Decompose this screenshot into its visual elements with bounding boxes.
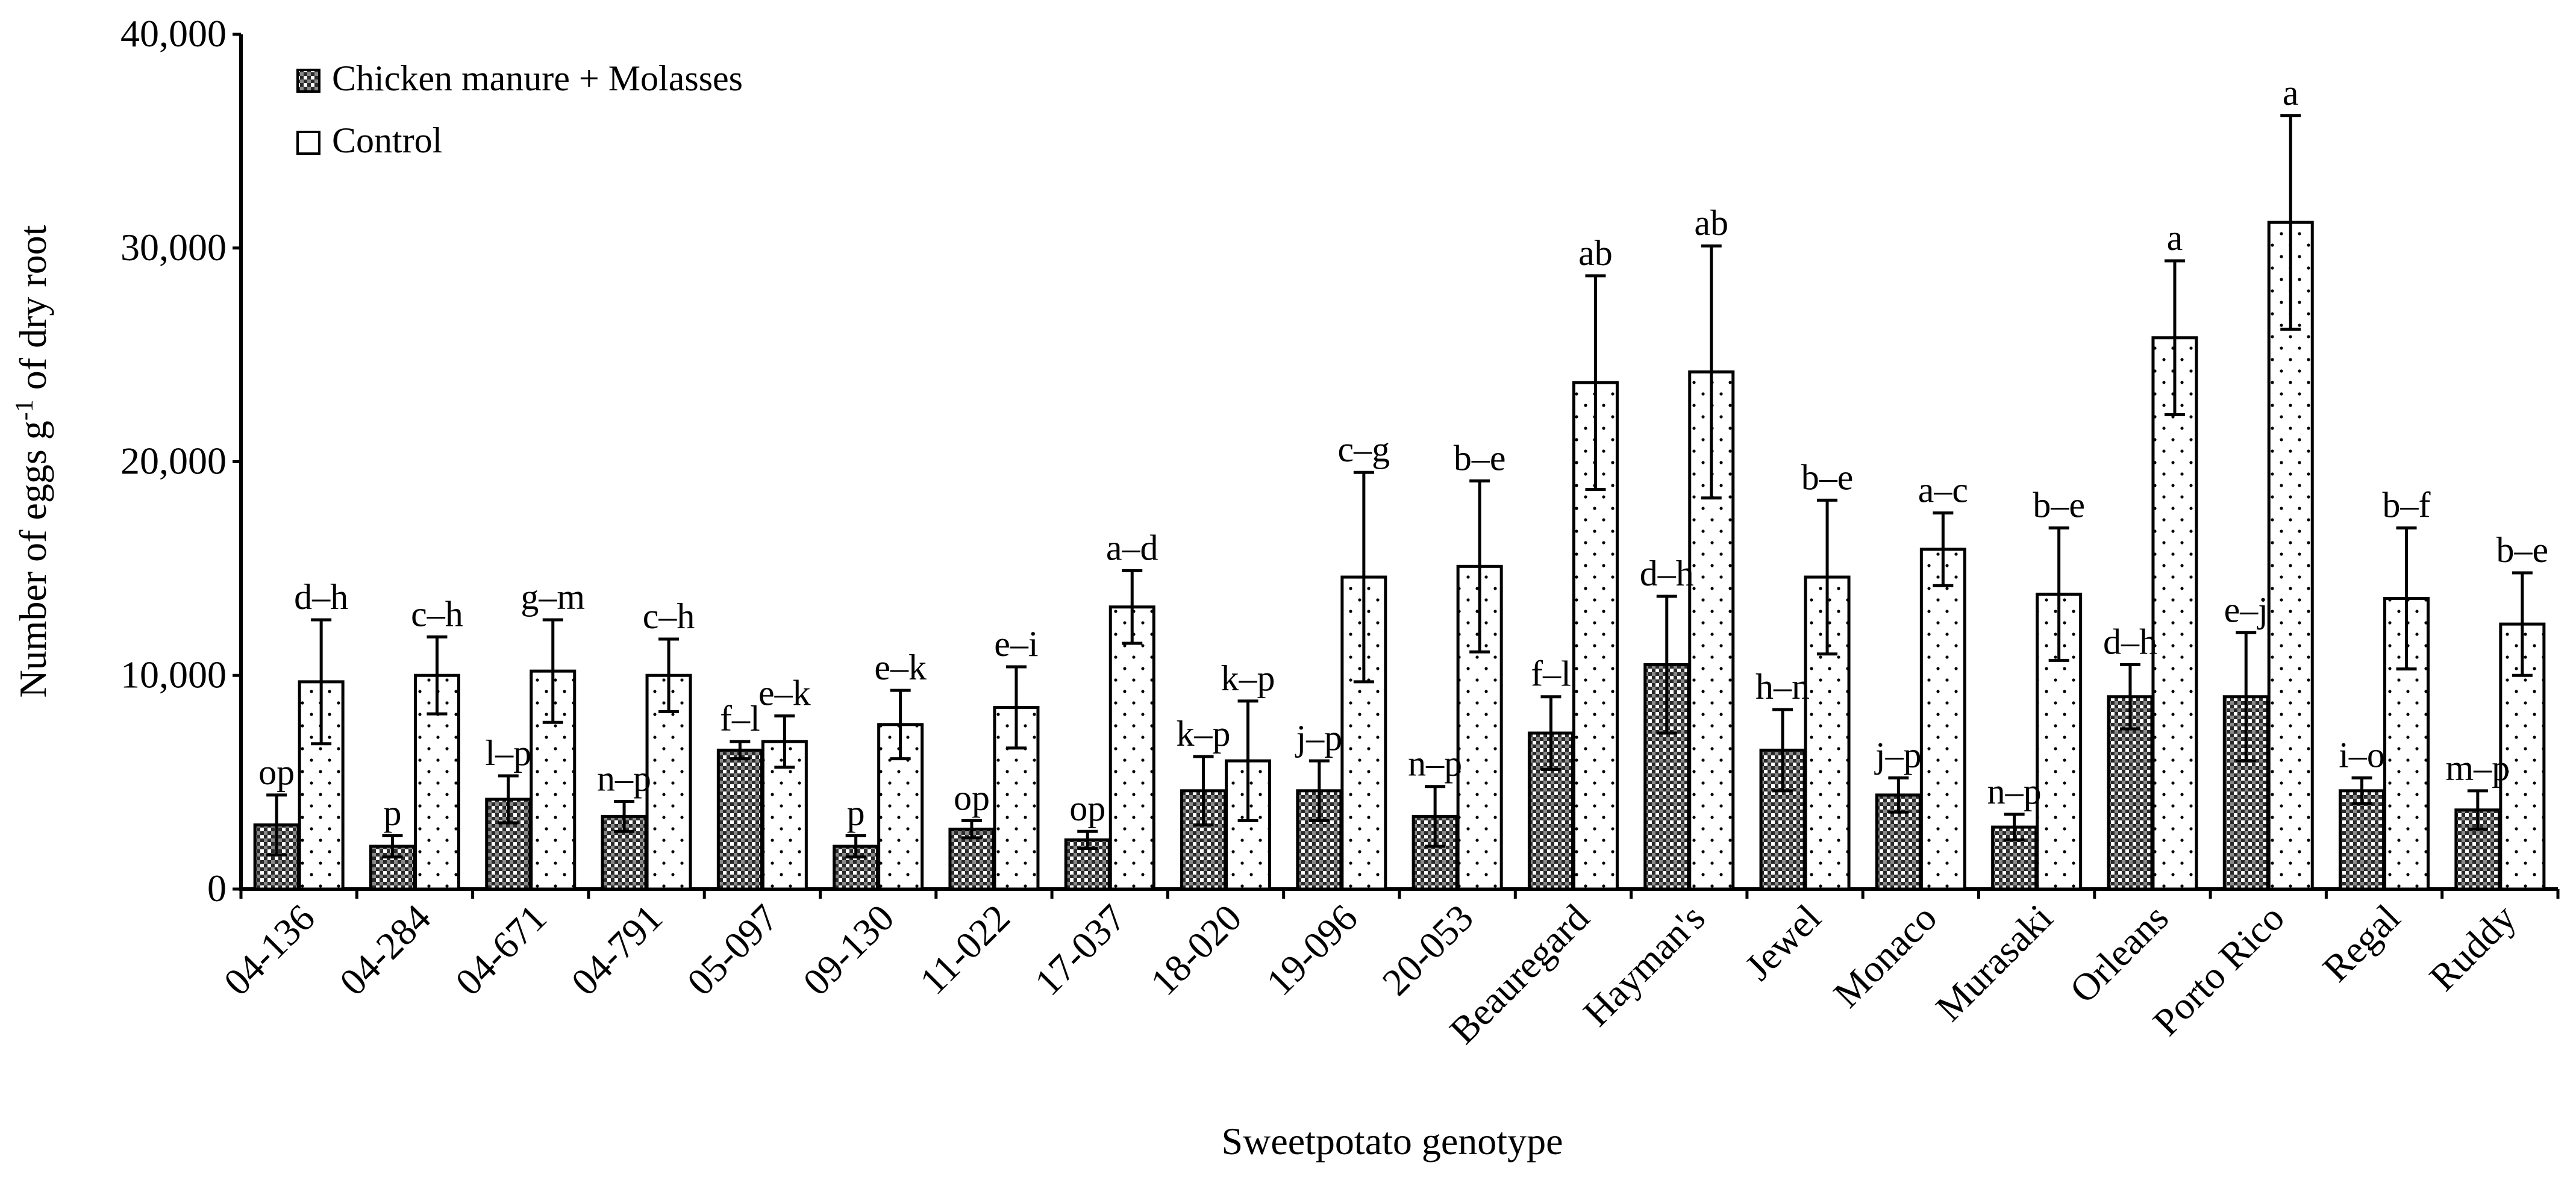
significance-letter: ab xyxy=(1694,203,1728,243)
significance-letter: d–h xyxy=(1640,554,1694,593)
legend-label-chicken-manure: Chicken manure + Molasses xyxy=(332,58,743,98)
significance-letter: c–h xyxy=(411,594,463,634)
bar-control xyxy=(1919,548,1966,891)
significance-letter: n–p xyxy=(1987,772,2042,811)
significance-letter: f–l xyxy=(720,699,760,738)
significance-letters: opd–hpc–hl–pg–mn–pc–hf–le–kpe–kope–iopa–… xyxy=(258,73,2548,833)
significance-letter: op xyxy=(954,778,990,817)
significance-letter: c–h xyxy=(643,596,695,636)
bar-control xyxy=(2151,336,2198,891)
significance-letter: p xyxy=(383,793,401,832)
error-bars xyxy=(266,114,2533,859)
significance-letter: g–m xyxy=(521,577,585,617)
x-tick-label: 19-096 xyxy=(1258,896,1365,1004)
bar-control xyxy=(2267,220,2314,891)
significance-letter: b–e xyxy=(2033,485,2085,525)
significance-letter: a xyxy=(2283,73,2299,113)
bar-chicken-manure xyxy=(2339,789,2386,891)
y-axis-title: Number of eggs g-1 of dry root xyxy=(11,225,54,698)
x-tick-label: 11-022 xyxy=(911,896,1018,1003)
y-axis-title-superscript: -1 xyxy=(11,399,39,420)
x-tick-label: Monaco xyxy=(1825,896,1945,1016)
significance-letter: e–k xyxy=(874,648,927,687)
x-tick-label: Hayman's xyxy=(1575,896,1713,1034)
y-tick-label: 20,000 xyxy=(120,440,227,482)
significance-letter: j–p xyxy=(1295,718,1343,758)
y-tick-label: 30,000 xyxy=(120,226,227,269)
y-tick-label: 10,000 xyxy=(120,653,227,696)
x-tick-label: 17-037 xyxy=(1027,896,1134,1004)
significance-letter: c–g xyxy=(1338,429,1390,469)
x-tick-label: 04-136 xyxy=(216,896,323,1004)
significance-letter: e–k xyxy=(758,673,811,713)
x-tick-label: 09-130 xyxy=(795,896,902,1004)
y-ticks: 0 10,000 20,000 30,000 40,000 xyxy=(120,12,241,910)
x-tick-label: Murasaki xyxy=(1927,896,2060,1029)
y-axis-title-tail: of dry root xyxy=(11,225,54,399)
x-tick-label: Ruddy xyxy=(2421,896,2524,999)
significance-letter: n–p xyxy=(1408,744,1462,784)
significance-letter: a xyxy=(2167,218,2183,258)
significance-letter: l–p xyxy=(485,733,531,773)
significance-letter: k–p xyxy=(1221,658,1275,698)
significance-letter: d–h xyxy=(294,577,348,617)
significance-letter: op xyxy=(1069,788,1105,828)
significance-letter: k–p xyxy=(1177,714,1231,754)
bar-control xyxy=(2036,592,2083,891)
bars xyxy=(253,220,2546,891)
legend: Chicken manure + Molasses Control xyxy=(296,58,743,160)
x-tick-label: 18-020 xyxy=(1142,896,1249,1004)
x-tick-label: 04-671 xyxy=(447,896,554,1004)
significance-letter: ab xyxy=(1578,233,1613,273)
significance-letter: e–i xyxy=(994,624,1038,664)
legend-label-control: Control xyxy=(332,120,442,160)
significance-letter: b–f xyxy=(2383,485,2431,525)
y-tick-label: 0 xyxy=(207,867,227,910)
significance-letter: d–h xyxy=(2103,622,2157,662)
significance-letter: b–e xyxy=(1801,457,1854,497)
legend-swatch-control xyxy=(296,131,320,155)
x-tick-label: Orleans xyxy=(2062,896,2177,1011)
significance-letter: a–c xyxy=(1918,470,1968,510)
x-tick-labels: 04-136 04-284 04-671 04-791 05-097 09-130 11-0… xyxy=(216,896,2524,1052)
significance-letter: b–e xyxy=(1454,438,1506,478)
significance-letter: f–l xyxy=(1531,654,1571,694)
bar-chicken-manure xyxy=(716,748,763,891)
x-tick-label: 04-791 xyxy=(563,896,671,1004)
significance-letter: p xyxy=(847,793,865,832)
significance-letter: h–n xyxy=(1755,667,1810,707)
x-tick-label: 04-284 xyxy=(331,896,439,1004)
significance-letter: op xyxy=(258,752,295,792)
significance-letter: b–e xyxy=(2496,530,2549,570)
legend-swatch-chicken-manure xyxy=(296,69,320,93)
x-tick-label: 20-053 xyxy=(1374,896,1481,1004)
bar-control xyxy=(1108,605,1155,891)
x-tick-label: 05-097 xyxy=(679,896,786,1004)
significance-letter: m–p xyxy=(2446,748,2510,788)
x-tick-label: Jewel xyxy=(1737,896,1829,988)
significance-letter: a–d xyxy=(1106,528,1158,567)
significance-letter: e–j xyxy=(2224,590,2268,629)
x-ticks xyxy=(239,889,2560,899)
x-tick-label: Regal xyxy=(2315,896,2409,990)
y-tick-label: 40,000 xyxy=(120,12,227,55)
significance-letter: n–p xyxy=(597,759,651,799)
significance-letter: j–p xyxy=(1874,735,1922,775)
x-axis-title: Sweetpotato genotype xyxy=(1222,1120,1563,1163)
y-axis-title-main: Number of eggs g xyxy=(11,420,54,698)
significance-letter: i–o xyxy=(2339,735,2385,775)
